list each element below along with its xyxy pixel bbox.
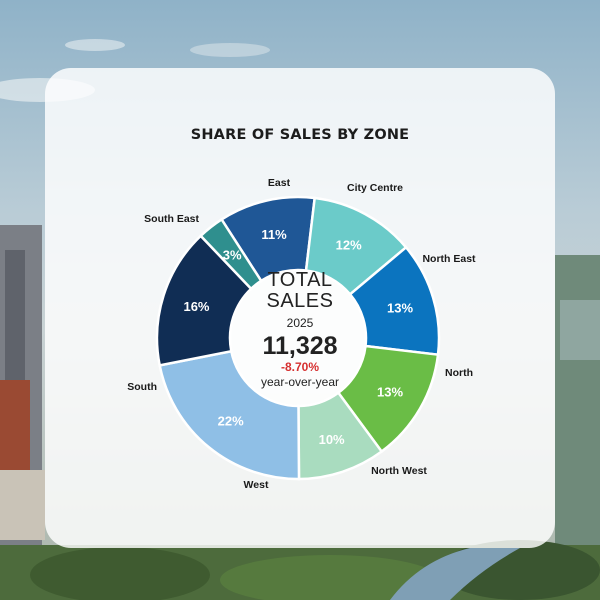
value-label-north-west: 13% (377, 385, 403, 400)
center-total-label: TOTAL (267, 269, 333, 291)
category-label-north: North (445, 367, 473, 379)
value-label-east: 3% (223, 247, 242, 262)
center-change-label: year-over-year (260, 375, 340, 389)
slice-east (198, 217, 263, 291)
value-label-west: 10% (319, 432, 345, 447)
category-label-south: South (127, 381, 157, 393)
center-year: 2025 (286, 316, 314, 330)
center-sales-label: SALES (266, 290, 334, 312)
category-label-north-east: North East (422, 253, 476, 265)
value-label-city-centre: 11% (261, 227, 287, 242)
chart-title: SHARE OF SALES BY ZONE (190, 127, 410, 143)
value-label-north: 13% (387, 301, 413, 316)
center-total-value: 11,328 (262, 332, 338, 360)
category-label-east: East (268, 177, 291, 189)
slice-south (158, 349, 301, 481)
category-label-north-west: North West (371, 465, 427, 477)
category-label-city-centre: City Centre (347, 182, 403, 194)
category-label-south-east: South East (144, 213, 199, 225)
donut-hole (231, 271, 365, 405)
value-label-north-east: 12% (336, 237, 362, 252)
slice-south-east (155, 234, 253, 367)
value-label-south: 22% (218, 414, 244, 429)
donut-center: TOTAL SALES 2025 11,328 -8.70% year-over… (200, 269, 400, 390)
category-label-west: West (244, 479, 269, 491)
value-label-south-east: 16% (183, 299, 209, 314)
center-change: -8.70% (280, 360, 320, 374)
